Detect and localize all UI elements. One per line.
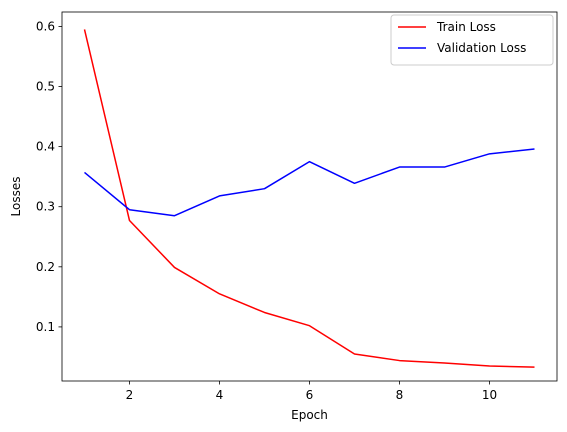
y-tick-label: 0.4 [36,140,55,154]
legend-box [390,14,554,66]
x-axis-label: Epoch [291,408,328,422]
x-tick-label: 8 [396,388,404,402]
x-tick-label: 2 [126,388,134,402]
legend: Train Loss Validation Loss [390,14,554,66]
y-tick-label: 0.3 [36,200,55,214]
y-tick-label: 0.1 [36,320,55,334]
y-tick-label: 0.6 [36,19,55,33]
y-axis-ticks: 0.1 0.2 0.3 0.4 0.5 0.6 [36,19,62,334]
x-tick-label: 10 [482,388,497,402]
series-layer [83,29,535,368]
y-tick-label: 0.5 [36,80,55,94]
legend-label-0: Train Loss [436,20,496,34]
y-tick-label: 0.2 [36,260,55,274]
series-line-0 [83,29,535,368]
legend-entries: Train Loss Validation Loss [398,20,526,55]
x-tick-label: 6 [306,388,314,402]
x-axis-ticks: 2 4 6 8 10 [126,381,497,402]
series-line-1 [84,148,535,217]
y-axis-label: Losses [9,177,23,217]
legend-label-1: Validation Loss [437,41,526,55]
x-tick-label: 4 [216,388,224,402]
